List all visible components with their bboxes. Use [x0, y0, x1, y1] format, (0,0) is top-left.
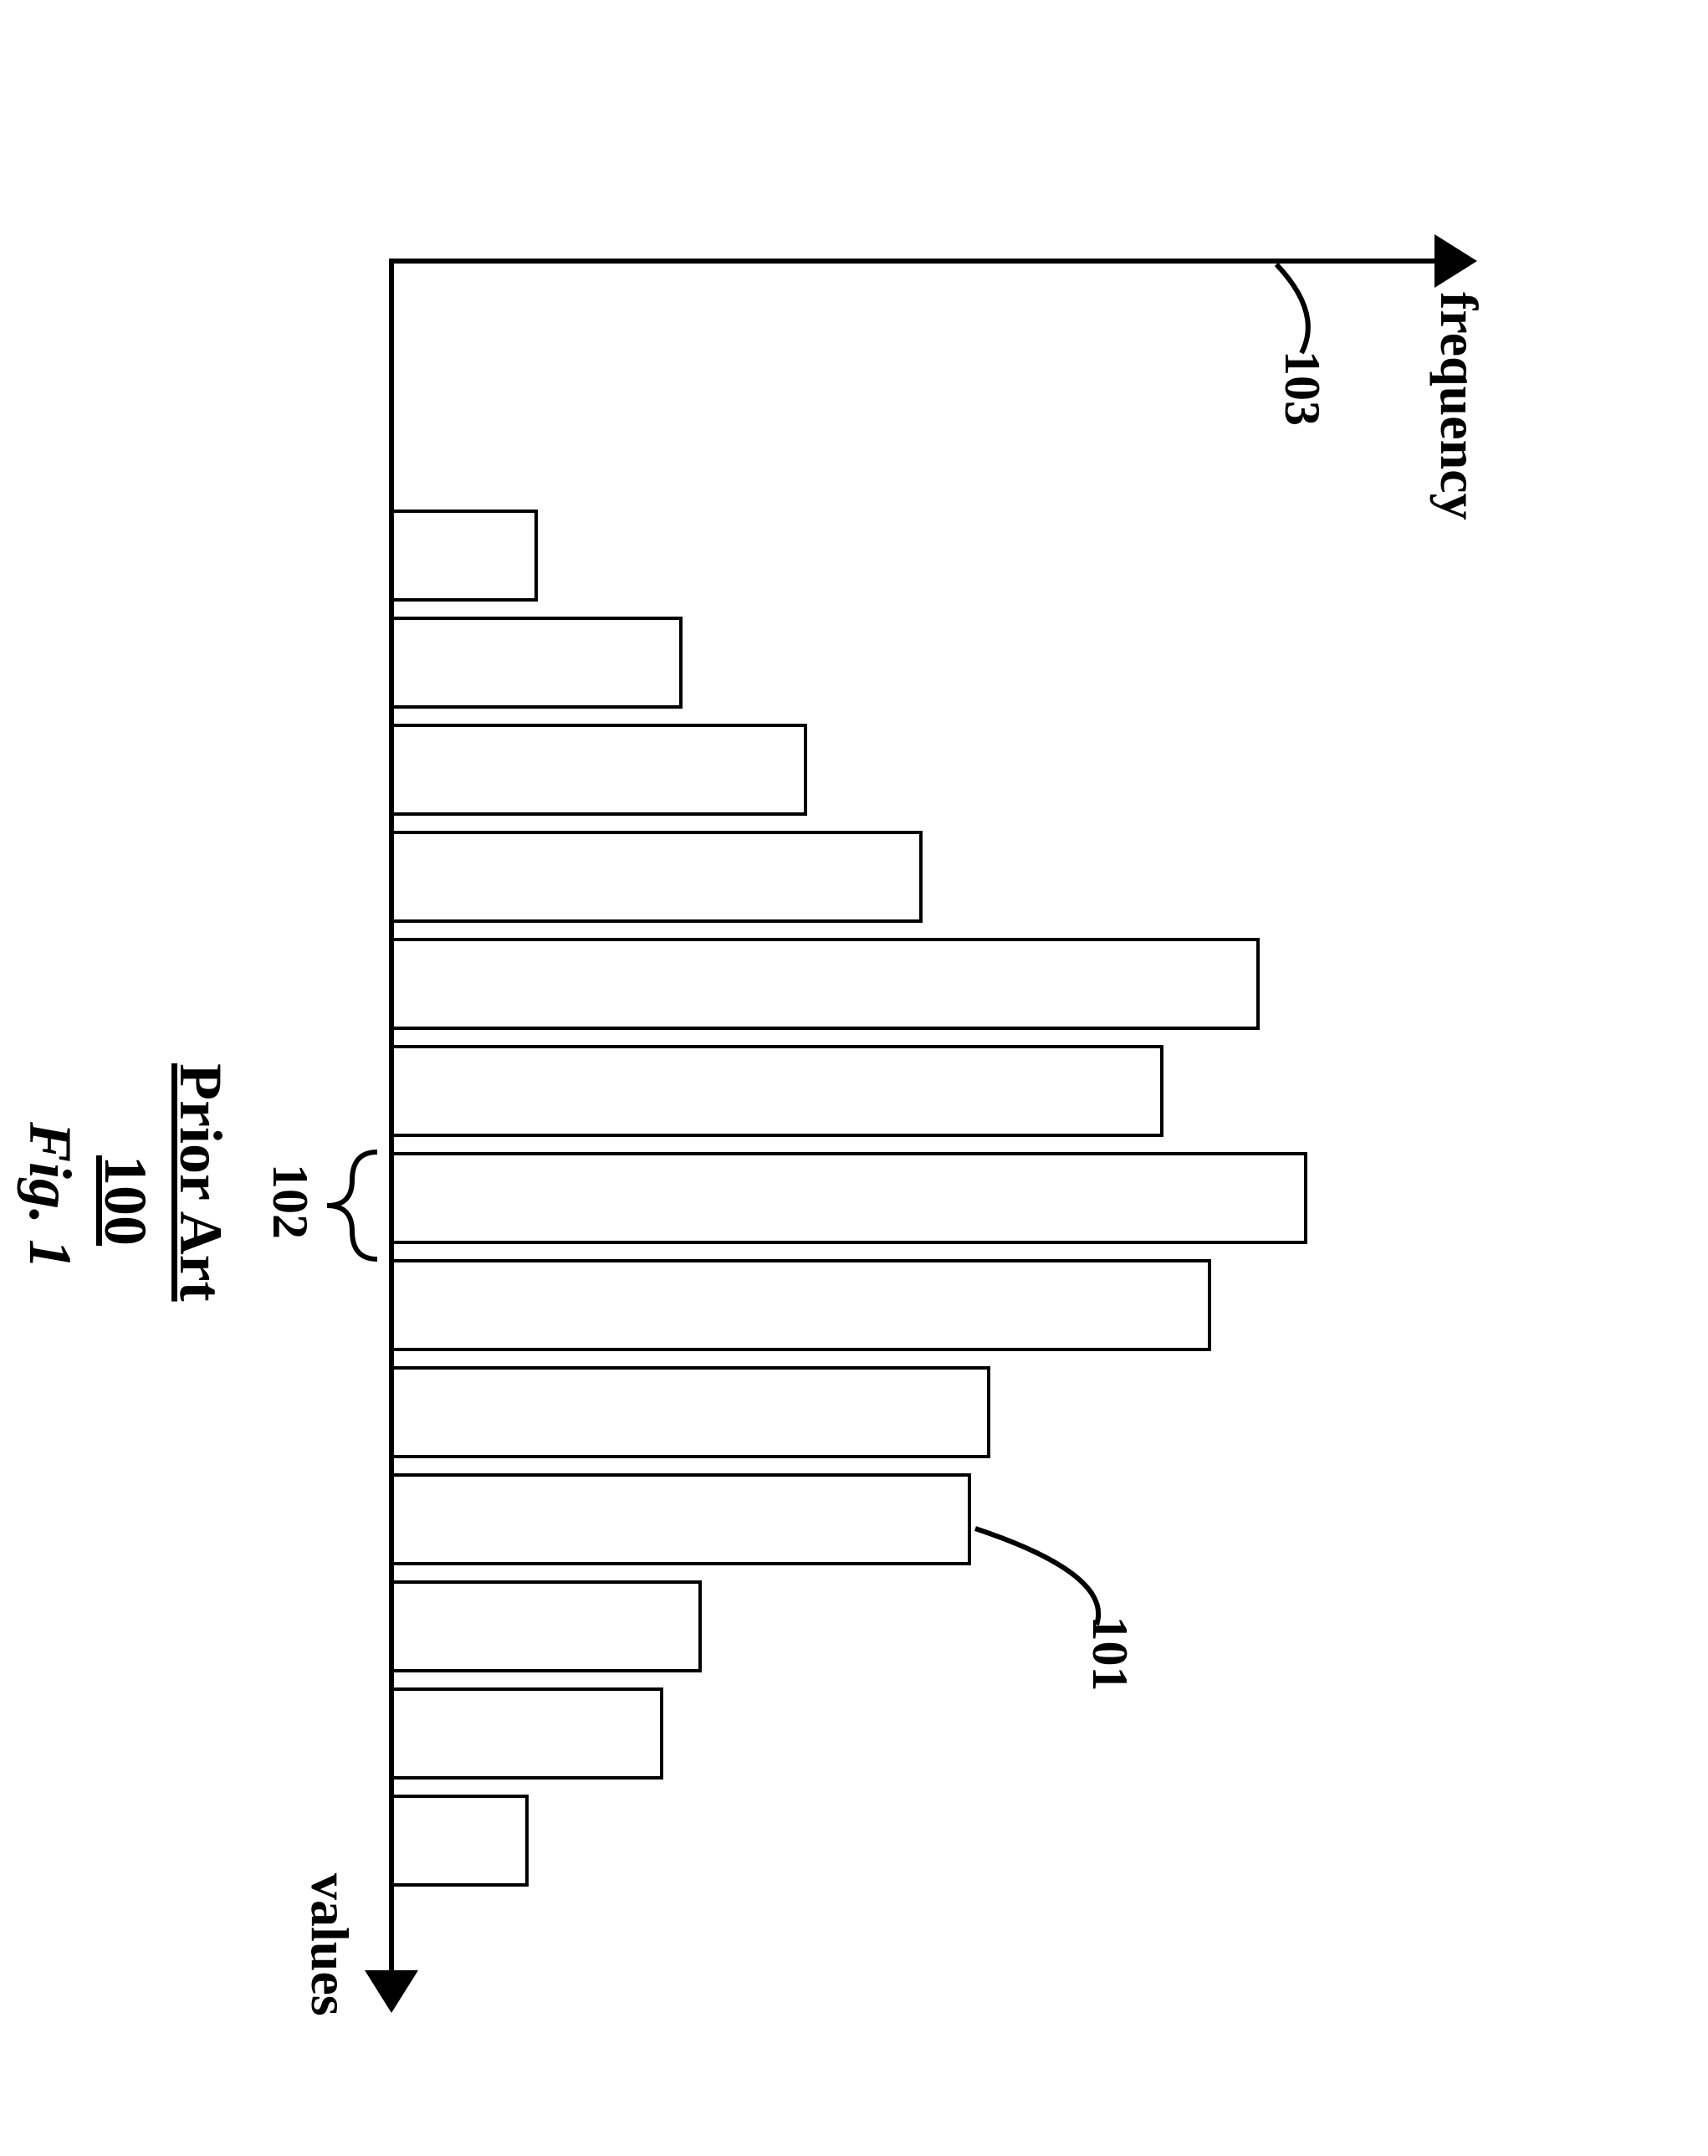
callout-102-brace-icon	[310, 1135, 386, 1276]
histogram-bar	[394, 1473, 971, 1565]
callout-103-leader-icon	[1243, 254, 1327, 371]
histogram-bar	[394, 831, 923, 923]
x-axis-label: values	[299, 1873, 361, 2016]
histogram-bar	[394, 510, 539, 602]
prior-art-label: Prior Art	[166, 1063, 235, 1302]
histogram-bar	[394, 1795, 529, 1887]
histogram-bar	[394, 1152, 1308, 1244]
plot-area: frequency values 103 101 102 Prior Art 1…	[227, 158, 1481, 1999]
histogram-bar	[394, 1687, 663, 1780]
histogram-figure: frequency values 103 101 102 Prior Art 1…	[227, 158, 1481, 1999]
histogram-bar	[394, 938, 1260, 1030]
callout-101-leader-icon	[954, 1498, 1138, 1666]
histogram-bar	[394, 724, 808, 816]
histogram-bar	[394, 1580, 702, 1672]
y-axis-label: frequency	[1428, 292, 1490, 520]
histogram-bar	[394, 617, 683, 709]
histogram-bar	[394, 1259, 1212, 1351]
histogram-bar	[394, 1366, 990, 1458]
figure-label: Fig. 1	[15, 1122, 84, 1269]
y-axis-arrow-icon	[1434, 234, 1477, 288]
x-axis-arrow-icon	[365, 1970, 418, 2013]
figure-number-label: 100	[90, 1155, 160, 1246]
histogram-bar	[394, 1045, 1163, 1137]
